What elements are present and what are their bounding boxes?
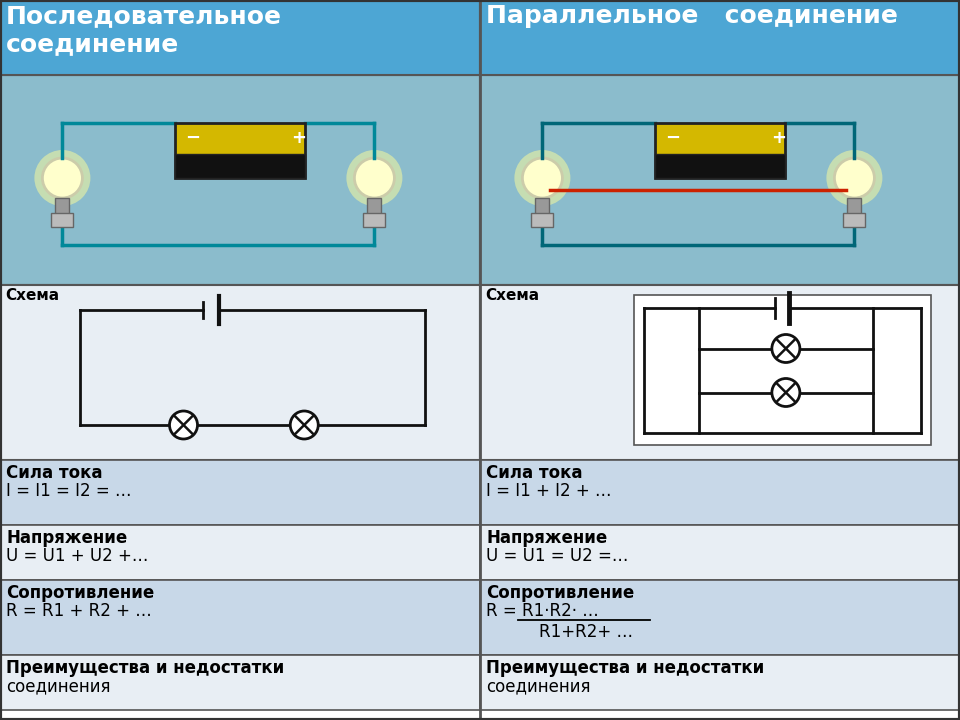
Bar <box>480 285 960 460</box>
Text: соединения: соединения <box>6 677 110 695</box>
Text: Сопротивление: Сопротивление <box>6 584 155 602</box>
Bar <box>175 154 305 178</box>
Circle shape <box>290 411 319 439</box>
Text: U = U1 + U2 +…: U = U1 + U2 +… <box>6 547 149 565</box>
Text: R = R1·R2· …: R = R1·R2· … <box>486 602 599 620</box>
Text: +: + <box>291 129 306 147</box>
Bar <box>848 198 861 215</box>
Bar <box>368 198 381 215</box>
Bar <box>0 525 480 580</box>
Text: U = U1 = U2 =…: U = U1 = U2 =… <box>486 547 629 565</box>
Bar <box>480 0 960 75</box>
Bar <box>480 525 960 580</box>
Text: I = I1 + I2 + …: I = I1 + I2 + … <box>486 482 612 500</box>
Bar <box>844 213 865 227</box>
Bar <box>0 0 480 75</box>
Text: Преимущества и недостатки: Преимущества и недостатки <box>6 659 284 677</box>
Bar <box>480 655 960 710</box>
Circle shape <box>35 150 90 206</box>
Text: Последовательное
соединение: Последовательное соединение <box>6 4 282 55</box>
Text: Сила тока: Сила тока <box>6 464 103 482</box>
Bar <box>56 198 69 215</box>
Circle shape <box>834 158 875 198</box>
Text: R = R1 + R2 + …: R = R1 + R2 + … <box>6 602 152 620</box>
Text: Схема: Схема <box>5 288 60 303</box>
Circle shape <box>42 158 83 198</box>
Circle shape <box>522 158 563 198</box>
Text: Сопротивление: Сопротивление <box>486 584 635 602</box>
Text: Напряжение: Напряжение <box>486 529 608 547</box>
Text: Схема: Схема <box>485 288 540 303</box>
Bar <box>52 213 73 227</box>
Circle shape <box>515 150 570 206</box>
Bar <box>175 122 305 178</box>
Bar <box>532 213 553 227</box>
Bar <box>0 285 480 460</box>
Text: I = I1 = I2 = …: I = I1 = I2 = … <box>6 482 132 500</box>
Circle shape <box>354 158 395 198</box>
Bar <box>480 75 960 285</box>
Bar <box>655 122 785 178</box>
Text: −: − <box>185 129 200 147</box>
Text: R1+R2+ …: R1+R2+ … <box>518 623 633 641</box>
Bar <box>480 580 960 655</box>
Text: Преимущества и недостатки: Преимущества и недостатки <box>486 659 764 677</box>
Circle shape <box>347 150 402 206</box>
Circle shape <box>170 411 198 439</box>
Bar <box>0 580 480 655</box>
Bar <box>0 655 480 710</box>
Bar <box>655 154 785 178</box>
Circle shape <box>772 335 800 362</box>
Bar <box>634 295 931 445</box>
Text: соединения: соединения <box>486 677 590 695</box>
Bar <box>536 198 549 215</box>
Text: Сила тока: Сила тока <box>486 464 583 482</box>
Text: Параллельное   соединение: Параллельное соединение <box>486 4 898 28</box>
Bar <box>364 213 385 227</box>
Text: +: + <box>771 129 786 147</box>
Circle shape <box>772 379 800 407</box>
Bar <box>0 460 480 525</box>
Bar <box>480 460 960 525</box>
Bar <box>0 75 480 285</box>
Circle shape <box>827 150 882 206</box>
Text: Напряжение: Напряжение <box>6 529 128 547</box>
Text: −: − <box>665 129 680 147</box>
